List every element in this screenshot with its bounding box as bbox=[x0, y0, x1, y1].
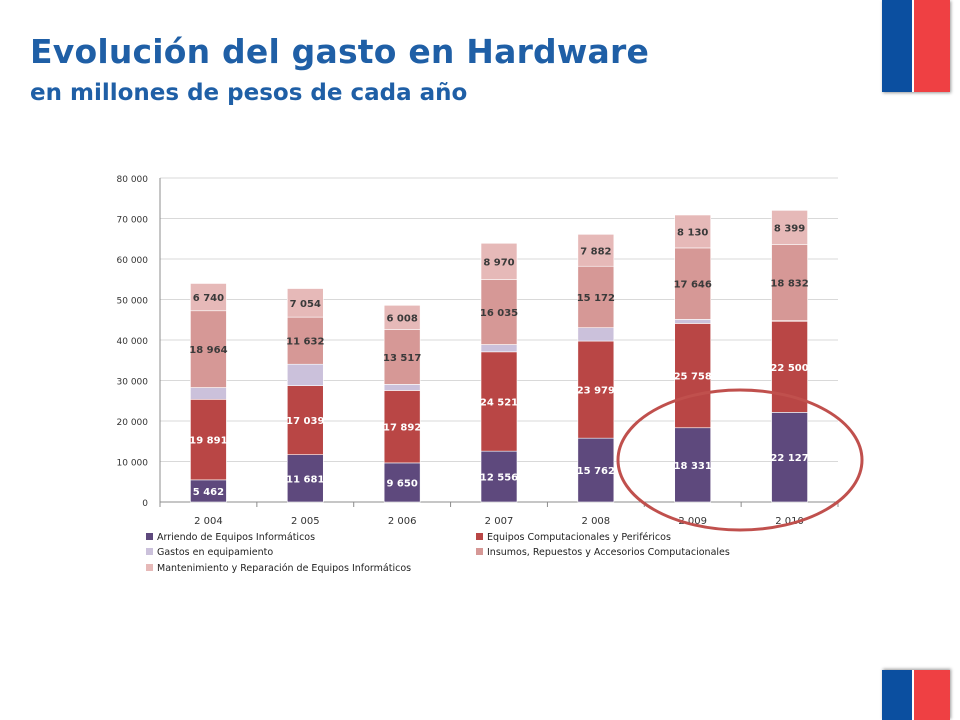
y-tick-label: 70 000 bbox=[117, 216, 149, 226]
data-label: 22 127 bbox=[770, 453, 808, 464]
x-tick-label: 2 009 bbox=[678, 516, 707, 527]
bar-segment bbox=[577, 234, 615, 267]
highlight-circle bbox=[616, 388, 864, 532]
data-label: 12 556 bbox=[480, 473, 518, 484]
data-label: 18 964 bbox=[189, 345, 227, 356]
data-label: 7 882 bbox=[580, 246, 611, 257]
x-tick-label: 2 008 bbox=[582, 516, 611, 527]
bar-segment bbox=[771, 244, 808, 321]
data-label: 17 039 bbox=[286, 416, 324, 427]
y-tick-label: 40 000 bbox=[117, 337, 149, 347]
data-label: 16 035 bbox=[480, 308, 518, 319]
bar-segment bbox=[577, 327, 615, 342]
legend-label: Equipos Computacionales y Periféricos bbox=[487, 532, 671, 543]
bar-segment bbox=[674, 323, 712, 429]
page-title: Evolución del gasto en Hardware bbox=[30, 32, 650, 71]
bar-segment bbox=[190, 283, 227, 312]
bar-segment bbox=[190, 399, 227, 481]
bar-segment bbox=[383, 384, 421, 391]
page-subtitle: en millones de pesos de cada año bbox=[30, 80, 468, 106]
data-label: 22 500 bbox=[770, 363, 808, 374]
legend-label: Gastos en equipamiento bbox=[157, 547, 273, 558]
data-label: 6 008 bbox=[386, 313, 417, 324]
y-tick-label: 20 000 bbox=[117, 418, 149, 428]
bar-segment bbox=[286, 385, 324, 455]
y-tick-label: 50 000 bbox=[117, 297, 149, 307]
bar-segment bbox=[383, 305, 421, 330]
x-tick-label: 2 004 bbox=[194, 516, 223, 527]
data-label: 11 632 bbox=[286, 337, 324, 348]
bar-segment bbox=[577, 265, 615, 328]
data-label: 18 331 bbox=[674, 461, 712, 472]
legend-swatch bbox=[476, 548, 483, 555]
data-label: 9 650 bbox=[386, 478, 417, 489]
bar-segment bbox=[480, 344, 518, 353]
bar-segment bbox=[674, 319, 712, 324]
bar-segment bbox=[190, 310, 227, 388]
bar-segment bbox=[674, 214, 712, 249]
y-tick-label: 60 000 bbox=[117, 256, 149, 266]
x-tick-label: 2 005 bbox=[291, 516, 320, 527]
data-label: 18 832 bbox=[770, 279, 808, 290]
bar-segment bbox=[480, 450, 518, 503]
bar-segment bbox=[383, 462, 421, 503]
data-label: 23 979 bbox=[577, 386, 615, 397]
legend-swatch bbox=[146, 564, 153, 571]
x-tick-label: 2 006 bbox=[388, 516, 417, 527]
data-label: 25 758 bbox=[674, 372, 712, 383]
legend-label: Arriendo de Equipos Informáticos bbox=[157, 532, 315, 543]
x-tick-label: 2 010 bbox=[775, 516, 804, 527]
data-label: 8 970 bbox=[483, 257, 514, 268]
bar-segment bbox=[577, 437, 615, 503]
data-label: 8 130 bbox=[677, 227, 708, 238]
data-label: 15 172 bbox=[577, 293, 615, 304]
data-label: 7 054 bbox=[290, 299, 321, 310]
data-label: 15 762 bbox=[577, 466, 615, 477]
bar-segment bbox=[286, 316, 324, 365]
bar-segment bbox=[674, 427, 712, 503]
y-tick-label: 30 000 bbox=[117, 378, 149, 388]
data-label: 8 399 bbox=[774, 223, 805, 234]
legend-label: Mantenimiento y Reparación de Equipos In… bbox=[157, 563, 411, 574]
bar-segment bbox=[190, 387, 227, 400]
chile-flag-logo-top bbox=[882, 0, 950, 92]
bar-segment bbox=[674, 247, 712, 320]
data-label: 24 521 bbox=[480, 397, 518, 408]
data-label: 17 646 bbox=[674, 280, 712, 291]
x-tick-label: 2 007 bbox=[485, 516, 514, 527]
y-tick-label: 80 000 bbox=[117, 175, 149, 185]
data-label: 5 462 bbox=[193, 487, 224, 498]
y-tick-label: 0 bbox=[142, 499, 148, 509]
bar-segment bbox=[480, 242, 518, 280]
legend-swatch bbox=[146, 548, 153, 555]
data-label: 11 681 bbox=[286, 474, 324, 485]
data-label: 13 517 bbox=[383, 353, 421, 364]
chile-flag-logo-bottom bbox=[882, 670, 950, 720]
y-tick-label: 10 000 bbox=[117, 459, 149, 469]
legend-swatch bbox=[146, 533, 153, 540]
bar-segment bbox=[771, 210, 808, 245]
bar-segment bbox=[577, 340, 615, 439]
bar-segment bbox=[286, 454, 324, 503]
bar-segment bbox=[286, 288, 324, 318]
bar-segment bbox=[286, 363, 324, 386]
legend-label: Insumos, Repuestos y Accesorios Computac… bbox=[487, 547, 730, 558]
bar-segment bbox=[771, 412, 808, 503]
legend-swatch bbox=[476, 533, 483, 540]
data-label: 6 740 bbox=[193, 293, 224, 304]
data-label: 17 892 bbox=[383, 423, 421, 434]
data-label: 19 891 bbox=[189, 436, 227, 447]
